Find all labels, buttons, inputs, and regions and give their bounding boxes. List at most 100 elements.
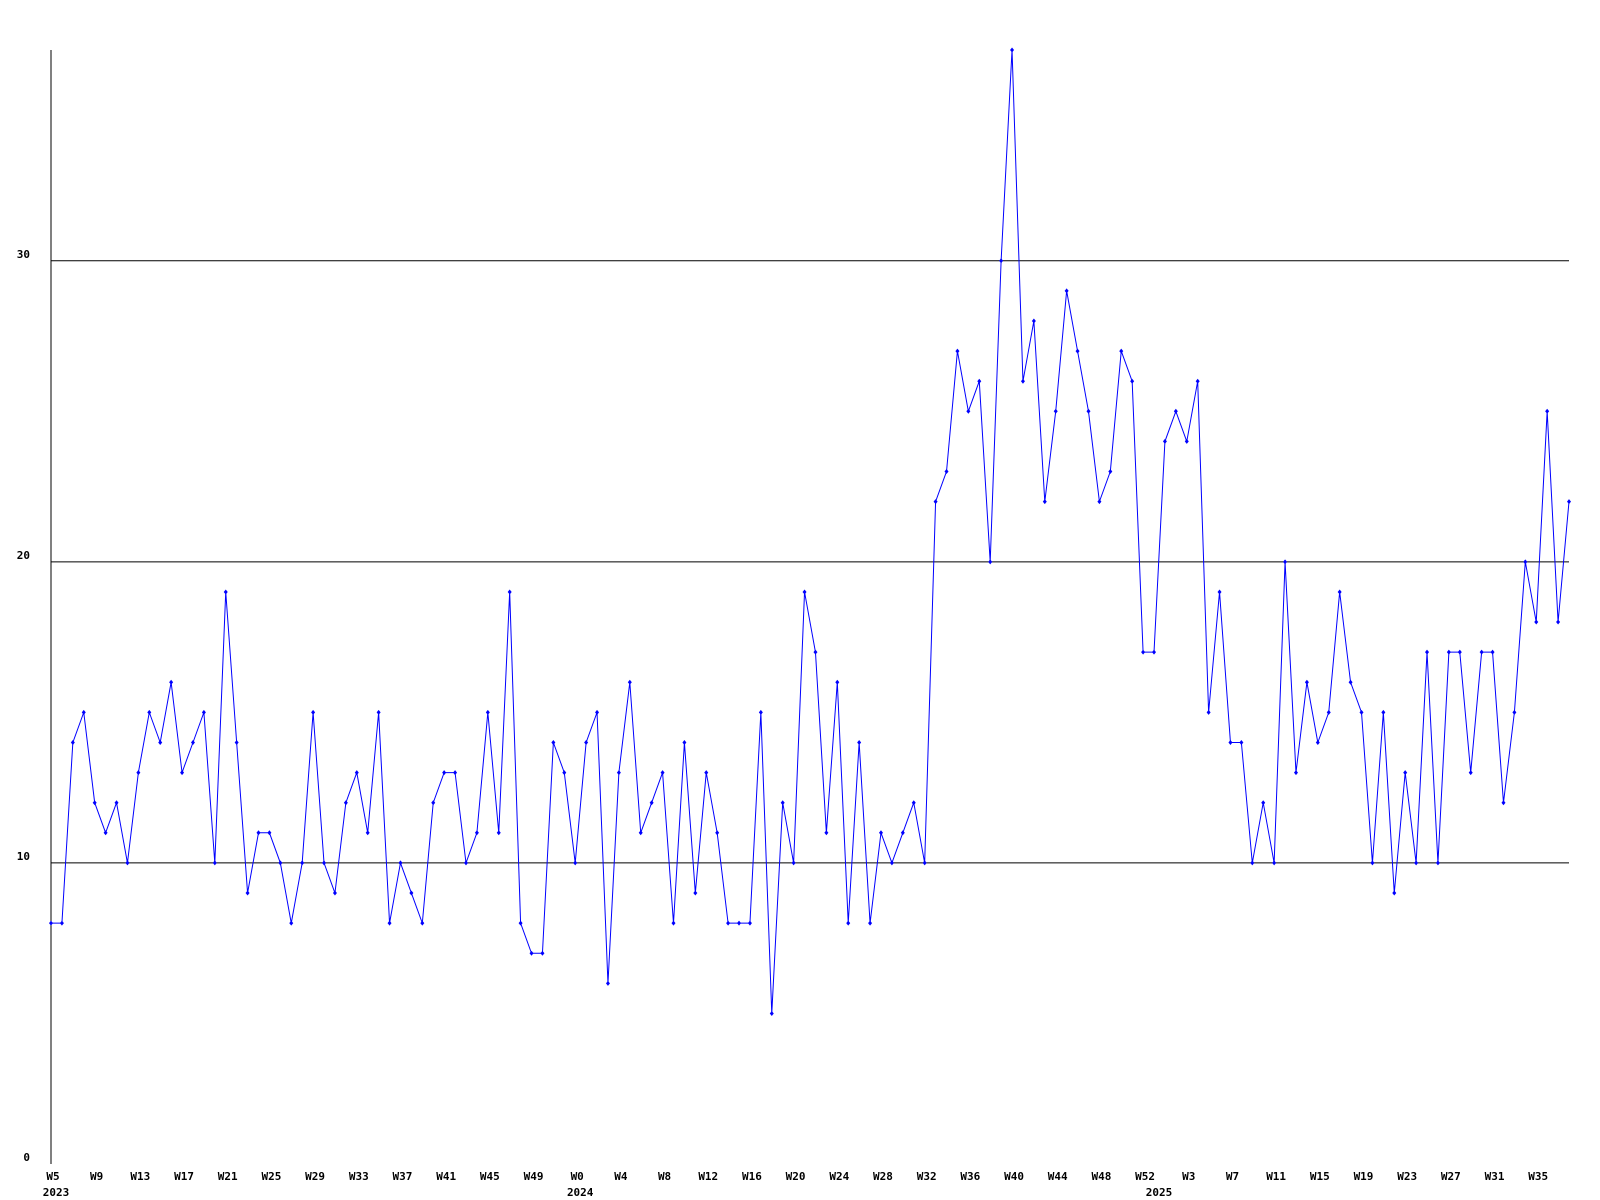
x-tick-label: W52 xyxy=(1135,1170,1155,1183)
data-point xyxy=(1534,619,1539,625)
data-point xyxy=(1031,318,1036,324)
x-tick-label: W32 xyxy=(917,1170,937,1183)
data-point xyxy=(977,378,982,384)
data-point xyxy=(1097,499,1102,505)
data-point xyxy=(409,890,414,896)
data-point xyxy=(1359,709,1364,715)
data-point xyxy=(1315,739,1320,745)
data-point xyxy=(474,830,479,836)
x-tick-label: W49 xyxy=(524,1170,544,1183)
data-point xyxy=(1086,408,1091,414)
data-point xyxy=(868,920,873,926)
data-point xyxy=(584,739,589,745)
x-tick-label: W3 xyxy=(1182,1170,1195,1183)
x-tick-label: W13 xyxy=(130,1170,150,1183)
x-tick-label: W31 xyxy=(1485,1170,1505,1183)
data-point xyxy=(966,408,971,414)
x-tick-label: W12 xyxy=(698,1170,718,1183)
data-point xyxy=(1381,709,1386,715)
data-point xyxy=(715,830,720,836)
data-point xyxy=(638,830,643,836)
y-tick-label: 20 xyxy=(17,549,30,562)
data-point xyxy=(747,920,752,926)
data-point xyxy=(376,709,381,715)
data-point xyxy=(343,800,348,806)
data-point xyxy=(1130,378,1135,384)
data-point xyxy=(1457,649,1462,655)
data-point xyxy=(616,770,621,776)
data-point xyxy=(955,348,960,354)
data-point xyxy=(693,890,698,896)
data-point xyxy=(1195,378,1200,384)
data-point xyxy=(1567,499,1571,505)
year-label: 2025 xyxy=(1146,1186,1173,1199)
data-point xyxy=(1370,860,1375,866)
data-point xyxy=(933,499,938,505)
x-tick-label: W29 xyxy=(305,1170,325,1183)
data-point xyxy=(1272,860,1277,866)
data-point xyxy=(147,709,152,715)
data-point xyxy=(737,920,742,926)
data-point xyxy=(1119,348,1124,354)
data-point xyxy=(267,830,272,836)
data-point xyxy=(1490,649,1495,655)
x-tick-label: W21 xyxy=(218,1170,238,1183)
data-point xyxy=(387,920,392,926)
data-point xyxy=(1326,709,1331,715)
x-tick-label: W11 xyxy=(1266,1170,1286,1183)
data-point xyxy=(1435,860,1440,866)
data-point xyxy=(857,739,862,745)
data-point xyxy=(92,800,97,806)
data-point xyxy=(1512,709,1517,715)
data-point xyxy=(485,709,490,715)
data-point xyxy=(1261,800,1266,806)
x-tick-label: W24 xyxy=(829,1170,849,1183)
data-point xyxy=(125,860,130,866)
data-point xyxy=(878,830,883,836)
data-point xyxy=(540,950,545,956)
data-point xyxy=(1010,47,1015,53)
data-point xyxy=(354,770,359,776)
data-point xyxy=(944,469,949,475)
data-point xyxy=(1501,800,1506,806)
data-point xyxy=(900,830,905,836)
x-tick-label: W37 xyxy=(393,1170,413,1183)
data-point xyxy=(1152,649,1157,655)
data-point xyxy=(1162,438,1167,444)
x-tick-label: W44 xyxy=(1048,1170,1068,1183)
data-point xyxy=(59,920,64,926)
data-point xyxy=(1217,589,1222,595)
data-point xyxy=(529,950,534,956)
data-point xyxy=(1239,739,1244,745)
x-tick-label: W15 xyxy=(1310,1170,1330,1183)
data-point xyxy=(769,1010,774,1016)
x-tick-label: W35 xyxy=(1528,1170,1548,1183)
data-point xyxy=(999,258,1004,264)
data-point xyxy=(1283,559,1288,565)
x-tick-label: W5 xyxy=(46,1170,59,1183)
data-point xyxy=(1064,288,1069,294)
data-point xyxy=(190,739,195,745)
data-point xyxy=(507,589,512,595)
data-point xyxy=(551,739,556,745)
data-point xyxy=(813,649,818,655)
x-tick-label: W41 xyxy=(436,1170,456,1183)
data-point xyxy=(420,920,425,926)
data-point xyxy=(49,920,53,926)
x-tick-label: W0 xyxy=(571,1170,584,1183)
data-point xyxy=(671,920,676,926)
data-point xyxy=(278,860,283,866)
data-point xyxy=(1425,649,1430,655)
x-tick-label: W25 xyxy=(261,1170,281,1183)
x-tick-label: W23 xyxy=(1397,1170,1417,1183)
data-point xyxy=(605,980,610,986)
data-point xyxy=(169,679,174,685)
data-point xyxy=(704,770,709,776)
data-point xyxy=(660,770,665,776)
data-point xyxy=(70,739,75,745)
data-point xyxy=(1173,408,1178,414)
data-point xyxy=(1392,890,1397,896)
x-tick-label: W9 xyxy=(90,1170,103,1183)
data-point xyxy=(518,920,523,926)
